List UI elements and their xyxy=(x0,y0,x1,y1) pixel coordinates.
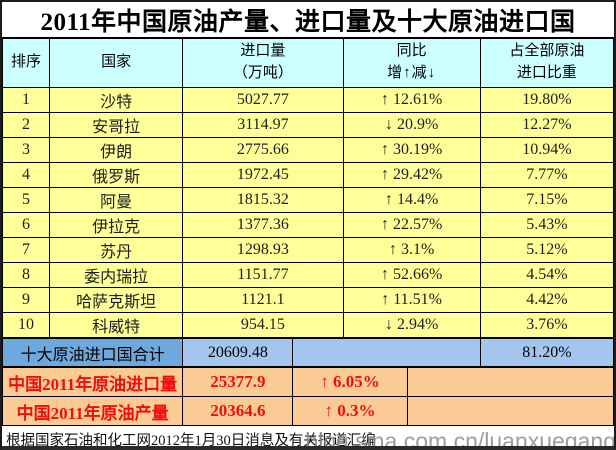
country-cell: 沙特 xyxy=(49,87,184,113)
table-row: 8 委内瑞拉 1151.77 ↑ 52.66% 4.54% xyxy=(2,262,614,288)
imports-cell: 1121.1 xyxy=(182,287,344,313)
yoy-cell: ↓ 20.9% xyxy=(342,112,481,138)
table-row: 5 阿曼 1815.32 ↑ 14.4% 7.15% xyxy=(2,187,614,213)
share-cell: 4.54% xyxy=(479,262,614,288)
yoy-cell: ↑ 12.61% xyxy=(342,87,481,113)
yoy-cell: ↓ 2.94% xyxy=(342,312,481,338)
country-cell: 安哥拉 xyxy=(49,112,184,138)
rank-cell: 4 xyxy=(2,162,51,188)
rank-cell: 3 xyxy=(2,137,51,163)
table-row: 2 安哥拉 3114.97 ↓ 20.9% 12.27% xyxy=(2,112,614,138)
imports-cell: 954.15 xyxy=(182,312,344,338)
imports-cell: 1377.36 xyxy=(182,212,344,238)
share-cell: 5.12% xyxy=(479,237,614,263)
summary-table: 十大原油进口国合计 20609.48 81.20% xyxy=(2,338,614,367)
china-output-value-cell: 20364.6 xyxy=(182,396,294,426)
china-imports-label-cell: 中国2011年原油进口量 xyxy=(2,367,184,397)
imports-cell: 1815.32 xyxy=(182,187,344,213)
country-cell: 科威特 xyxy=(49,312,184,338)
imports-cell: 5027.77 xyxy=(182,87,344,113)
rank-cell: 2 xyxy=(2,112,51,138)
header-country: 国家 xyxy=(49,38,184,88)
country-cell: 苏丹 xyxy=(49,237,184,263)
rank-cell: 6 xyxy=(2,212,51,238)
share-cell: 5.43% xyxy=(479,212,614,238)
yoy-cell: ↑ 11.51% xyxy=(342,287,481,313)
country-cell: 哈萨克斯坦 xyxy=(49,287,184,313)
imports-cell: 1972.45 xyxy=(182,162,344,188)
country-cell: 伊拉克 xyxy=(49,212,184,238)
yoy-cell: ↑ 22.57% xyxy=(342,212,481,238)
country-cell: 阿曼 xyxy=(49,187,184,213)
import-ranking-table: 排序 国家 进口量 （万吨） 同比 增↑减↓ 占全部原油 进口比重 1 沙特 5… xyxy=(2,38,614,338)
rank-cell: 9 xyxy=(2,287,51,313)
source-text: 根据国家石油和化工网2012年1月30日消息及有关报道汇编 xyxy=(6,432,376,449)
china-imports-value-cell: 25377.9 xyxy=(182,367,294,397)
share-cell: 10.94% xyxy=(479,137,614,163)
china-output-yoy-cell: ↑ 0.3% xyxy=(292,396,408,426)
rank-cell: 1 xyxy=(2,87,51,113)
summary-yoy-cell xyxy=(292,338,481,367)
yoy-cell: ↑ 29.42% xyxy=(342,162,481,188)
summary-label-cell: 十大原油进口国合计 xyxy=(2,338,184,367)
rank-cell: 7 xyxy=(2,237,51,263)
table-row: 10 科威特 954.15 ↓ 2.94% 3.76% xyxy=(2,312,614,338)
source-note: 根据国家石油和化工网2012年1月30日消息及有关报道汇编 blog.sina.… xyxy=(2,426,614,449)
country-cell: 俄罗斯 xyxy=(49,162,184,188)
table-row: 9 哈萨克斯坦 1121.1 ↑ 11.51% 4.42% xyxy=(2,287,614,313)
country-cell: 伊朗 xyxy=(49,137,184,163)
table-row: 7 苏丹 1298.93 ↑ 3.1% 5.12% xyxy=(2,237,614,263)
yoy-cell: ↑ 30.19% xyxy=(342,137,481,163)
summary-row: 十大原油进口国合计 20609.48 81.20% xyxy=(2,338,614,367)
share-cell: 7.15% xyxy=(479,187,614,213)
imports-cell: 1151.77 xyxy=(182,262,344,288)
table-row: 4 俄罗斯 1972.45 ↑ 29.42% 7.77% xyxy=(2,162,614,188)
summary-imports-cell: 20609.48 xyxy=(182,338,294,367)
page-title: 2011年中国原油产量、进口量及十大原油进口国 xyxy=(2,2,614,38)
header-share: 占全部原油 进口比重 xyxy=(479,38,614,88)
yoy-cell: ↑ 52.66% xyxy=(342,262,481,288)
rank-cell: 5 xyxy=(2,187,51,213)
summary-share-cell: 81.20% xyxy=(479,338,614,367)
share-cell: 4.42% xyxy=(479,287,614,313)
china-output-row: 中国2011年原油产量 20364.6 ↑ 0.3% xyxy=(2,396,614,426)
share-cell: 19.80% xyxy=(479,87,614,113)
country-cell: 委内瑞拉 xyxy=(49,262,184,288)
header-yoy: 同比 增↑减↓ xyxy=(342,38,481,88)
imports-cell: 1298.93 xyxy=(182,237,344,263)
china-imports-row: 中国2011年原油进口量 25377.9 ↑ 6.05% xyxy=(2,367,614,397)
imports-cell: 2775.66 xyxy=(182,137,344,163)
table-row: 6 伊拉克 1377.36 ↑ 22.57% 5.43% xyxy=(2,212,614,238)
china-imports-yoy-cell: ↑ 6.05% xyxy=(292,367,408,397)
share-cell: 7.77% xyxy=(479,162,614,188)
yoy-cell: ↑ 14.4% xyxy=(342,187,481,213)
header-row: 排序 国家 进口量 （万吨） 同比 增↑减↓ 占全部原油 进口比重 xyxy=(2,38,614,88)
header-rank: 排序 xyxy=(2,38,51,88)
china-output-label-cell: 中国2011年原油产量 xyxy=(2,396,184,426)
china-imports-blank-cell xyxy=(406,367,614,397)
china-output-blank-cell xyxy=(406,396,614,426)
rank-cell: 8 xyxy=(2,262,51,288)
share-cell: 12.27% xyxy=(479,112,614,138)
table-row: 1 沙特 5027.77 ↑ 12.61% 19.80% xyxy=(2,87,614,113)
table-row: 3 伊朗 2775.66 ↑ 30.19% 10.94% xyxy=(2,137,614,163)
imports-cell: 3114.97 xyxy=(182,112,344,138)
china-totals-table: 中国2011年原油进口量 25377.9 ↑ 6.05% 中国2011年原油产量… xyxy=(2,367,614,426)
header-imports: 进口量 （万吨） xyxy=(182,38,344,88)
share-cell: 3.76% xyxy=(479,312,614,338)
yoy-cell: ↑ 3.1% xyxy=(342,237,481,263)
rank-cell: 10 xyxy=(2,312,51,338)
